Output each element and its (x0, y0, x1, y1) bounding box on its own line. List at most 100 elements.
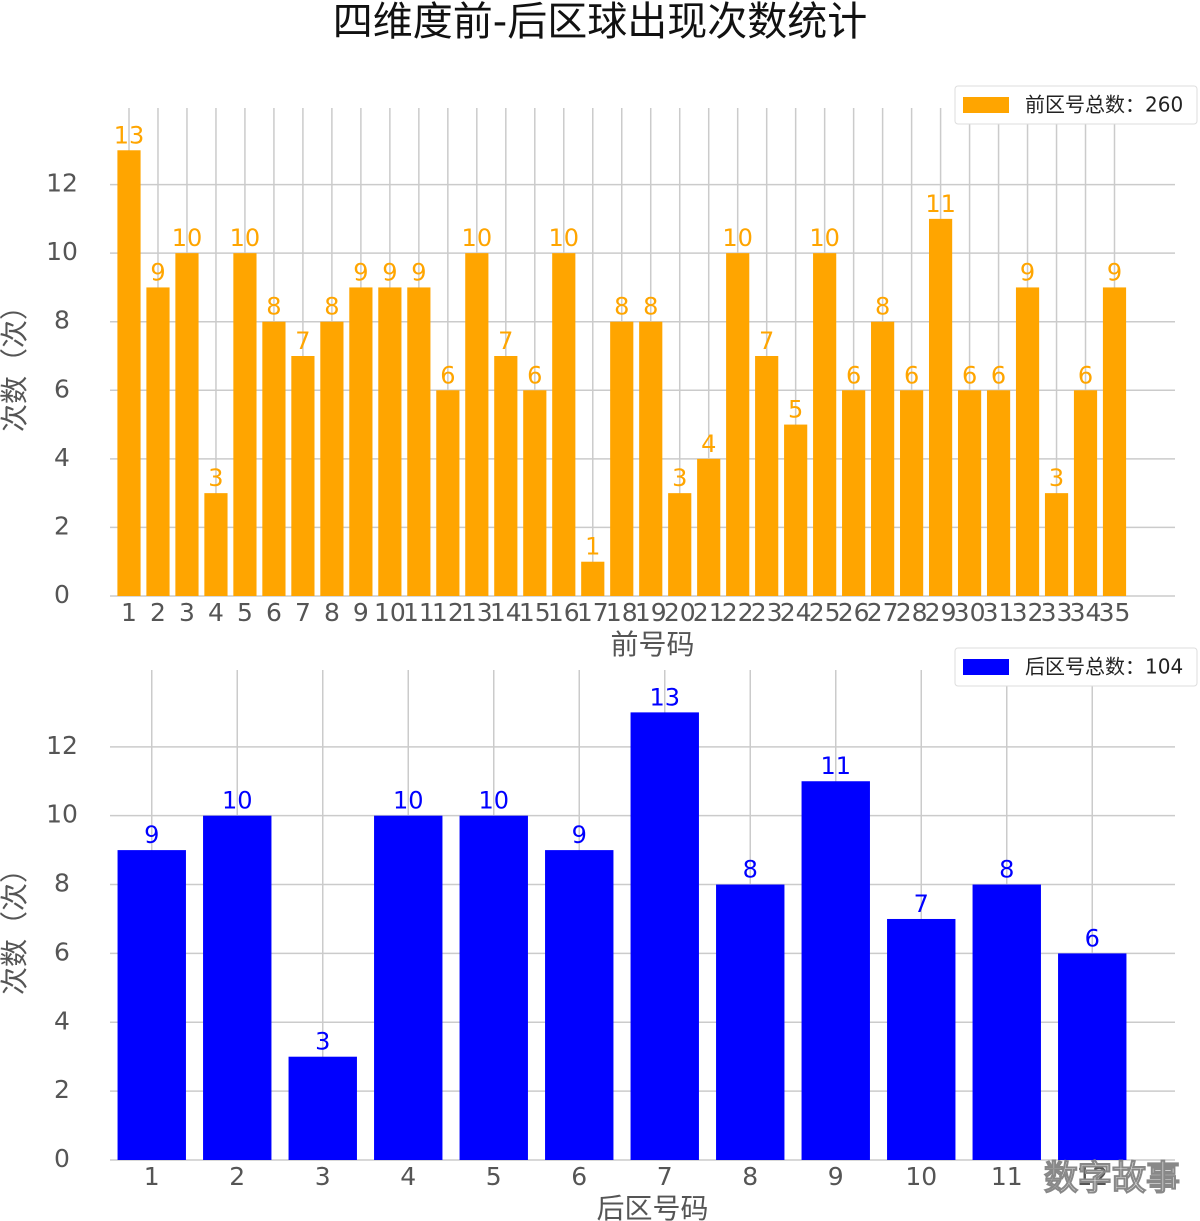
value-label: 10 (549, 224, 580, 252)
value-label: 6 (527, 361, 542, 389)
x-tick-label: 9 (828, 1162, 844, 1191)
bar (1102, 287, 1127, 596)
x-tick-label: 17 (577, 598, 609, 627)
x-tick-label: 2 (150, 598, 166, 627)
value-label: 6 (904, 361, 919, 389)
value-label: 3 (672, 464, 687, 492)
value-label: 10 (809, 224, 840, 252)
value-label: 6 (846, 361, 861, 389)
value-label: 10 (722, 224, 753, 252)
bar (465, 253, 489, 596)
value-label: 10 (222, 787, 253, 815)
value-label: 8 (266, 293, 281, 321)
bar (288, 1056, 357, 1160)
x-tick-label: 3 (315, 1162, 331, 1191)
bar (957, 390, 982, 596)
x-axis-label: 后区号码 (596, 1192, 708, 1221)
x-tick-label: 11 (403, 598, 435, 627)
x-tick-label: 5 (237, 598, 253, 627)
x-tick-label: 25 (809, 598, 841, 627)
bar (203, 815, 272, 1160)
x-tick-label: 13 (461, 598, 493, 627)
bar (117, 850, 186, 1160)
bar (204, 493, 228, 596)
bar (552, 253, 576, 596)
x-tick-label: 33 (1041, 598, 1073, 627)
x-tick-label: 18 (606, 598, 638, 627)
x-tick-label: 7 (657, 1162, 673, 1191)
x-tick-label: 8 (324, 598, 340, 627)
y-tick-label: 8 (54, 869, 70, 898)
y-tick-label: 2 (54, 511, 70, 540)
x-tick-label: 3 (179, 598, 195, 627)
legend-label: 后区号总数：104 (1025, 655, 1183, 679)
y-tick-label: 0 (54, 580, 70, 609)
watermark: 数字故事 (1044, 1159, 1180, 1199)
x-tick-label: 29 (925, 598, 957, 627)
x-tick-label: 15 (519, 598, 551, 627)
bar (1015, 287, 1040, 596)
bar (175, 253, 199, 596)
x-tick-label: 4 (208, 598, 224, 627)
x-tick-label: 19 (635, 598, 667, 627)
bar (801, 781, 870, 1160)
legend-box (954, 647, 1198, 687)
x-tick-label: 7 (295, 598, 311, 627)
bar (459, 815, 528, 1160)
figure-title: 四维度前-后区球出现次数统计 (333, 0, 867, 45)
value-label: 13 (649, 683, 680, 711)
value-label: 10 (462, 224, 493, 252)
bar (581, 561, 605, 596)
bar (755, 356, 779, 596)
value-label: 7 (498, 327, 513, 355)
bar (986, 390, 1011, 596)
bar (928, 218, 953, 596)
bar (716, 884, 785, 1160)
value-label: 8 (643, 293, 658, 321)
x-tick-label: 31 (983, 598, 1015, 627)
bar (842, 390, 866, 596)
value-label: 9 (382, 258, 397, 286)
x-tick-label: 12 (1076, 1162, 1108, 1191)
legend: 前区号总数：260 (954, 85, 1198, 125)
y-tick-label: 4 (54, 443, 70, 472)
x-tick-label: 20 (664, 598, 696, 627)
value-label: 6 (991, 361, 1006, 389)
legend-swatch (963, 97, 1009, 113)
x-tick-label: 21 (693, 598, 725, 627)
value-label: 10 (172, 224, 203, 252)
bar (639, 321, 663, 596)
bar (610, 321, 634, 596)
x-tick-label: 23 (751, 598, 783, 627)
value-label: 8 (999, 856, 1014, 884)
value-label: 11 (820, 752, 851, 780)
legend: 后区号总数：104 (954, 647, 1198, 687)
bar (436, 390, 460, 596)
value-label: 1 (585, 533, 600, 561)
x-tick-label: 32 (1012, 598, 1044, 627)
bar (407, 287, 431, 596)
value-label: 5 (788, 396, 803, 424)
x-axis-label: 前号码 (610, 628, 694, 661)
y-tick-label: 2 (54, 1075, 70, 1104)
value-label: 10 (478, 787, 509, 815)
y-tick-label: 10 (46, 800, 78, 829)
y-tick-label: 8 (54, 306, 70, 335)
bar (374, 815, 443, 1160)
value-label: 8 (614, 293, 629, 321)
x-tick-label: 8 (742, 1162, 758, 1191)
bar (1044, 493, 1069, 596)
value-label: 9 (353, 258, 368, 286)
value-label: 7 (759, 327, 774, 355)
bar (146, 287, 170, 596)
y-tick-label: 6 (54, 374, 70, 403)
bar (117, 150, 141, 597)
bar (668, 493, 692, 596)
bar (813, 253, 837, 596)
x-tick-label: 5 (486, 1162, 502, 1191)
value-label: 9 (1107, 258, 1122, 286)
value-label: 6 (1085, 924, 1100, 952)
bar (871, 321, 895, 596)
value-label: 6 (962, 361, 977, 389)
x-tick-label: 27 (867, 598, 899, 627)
